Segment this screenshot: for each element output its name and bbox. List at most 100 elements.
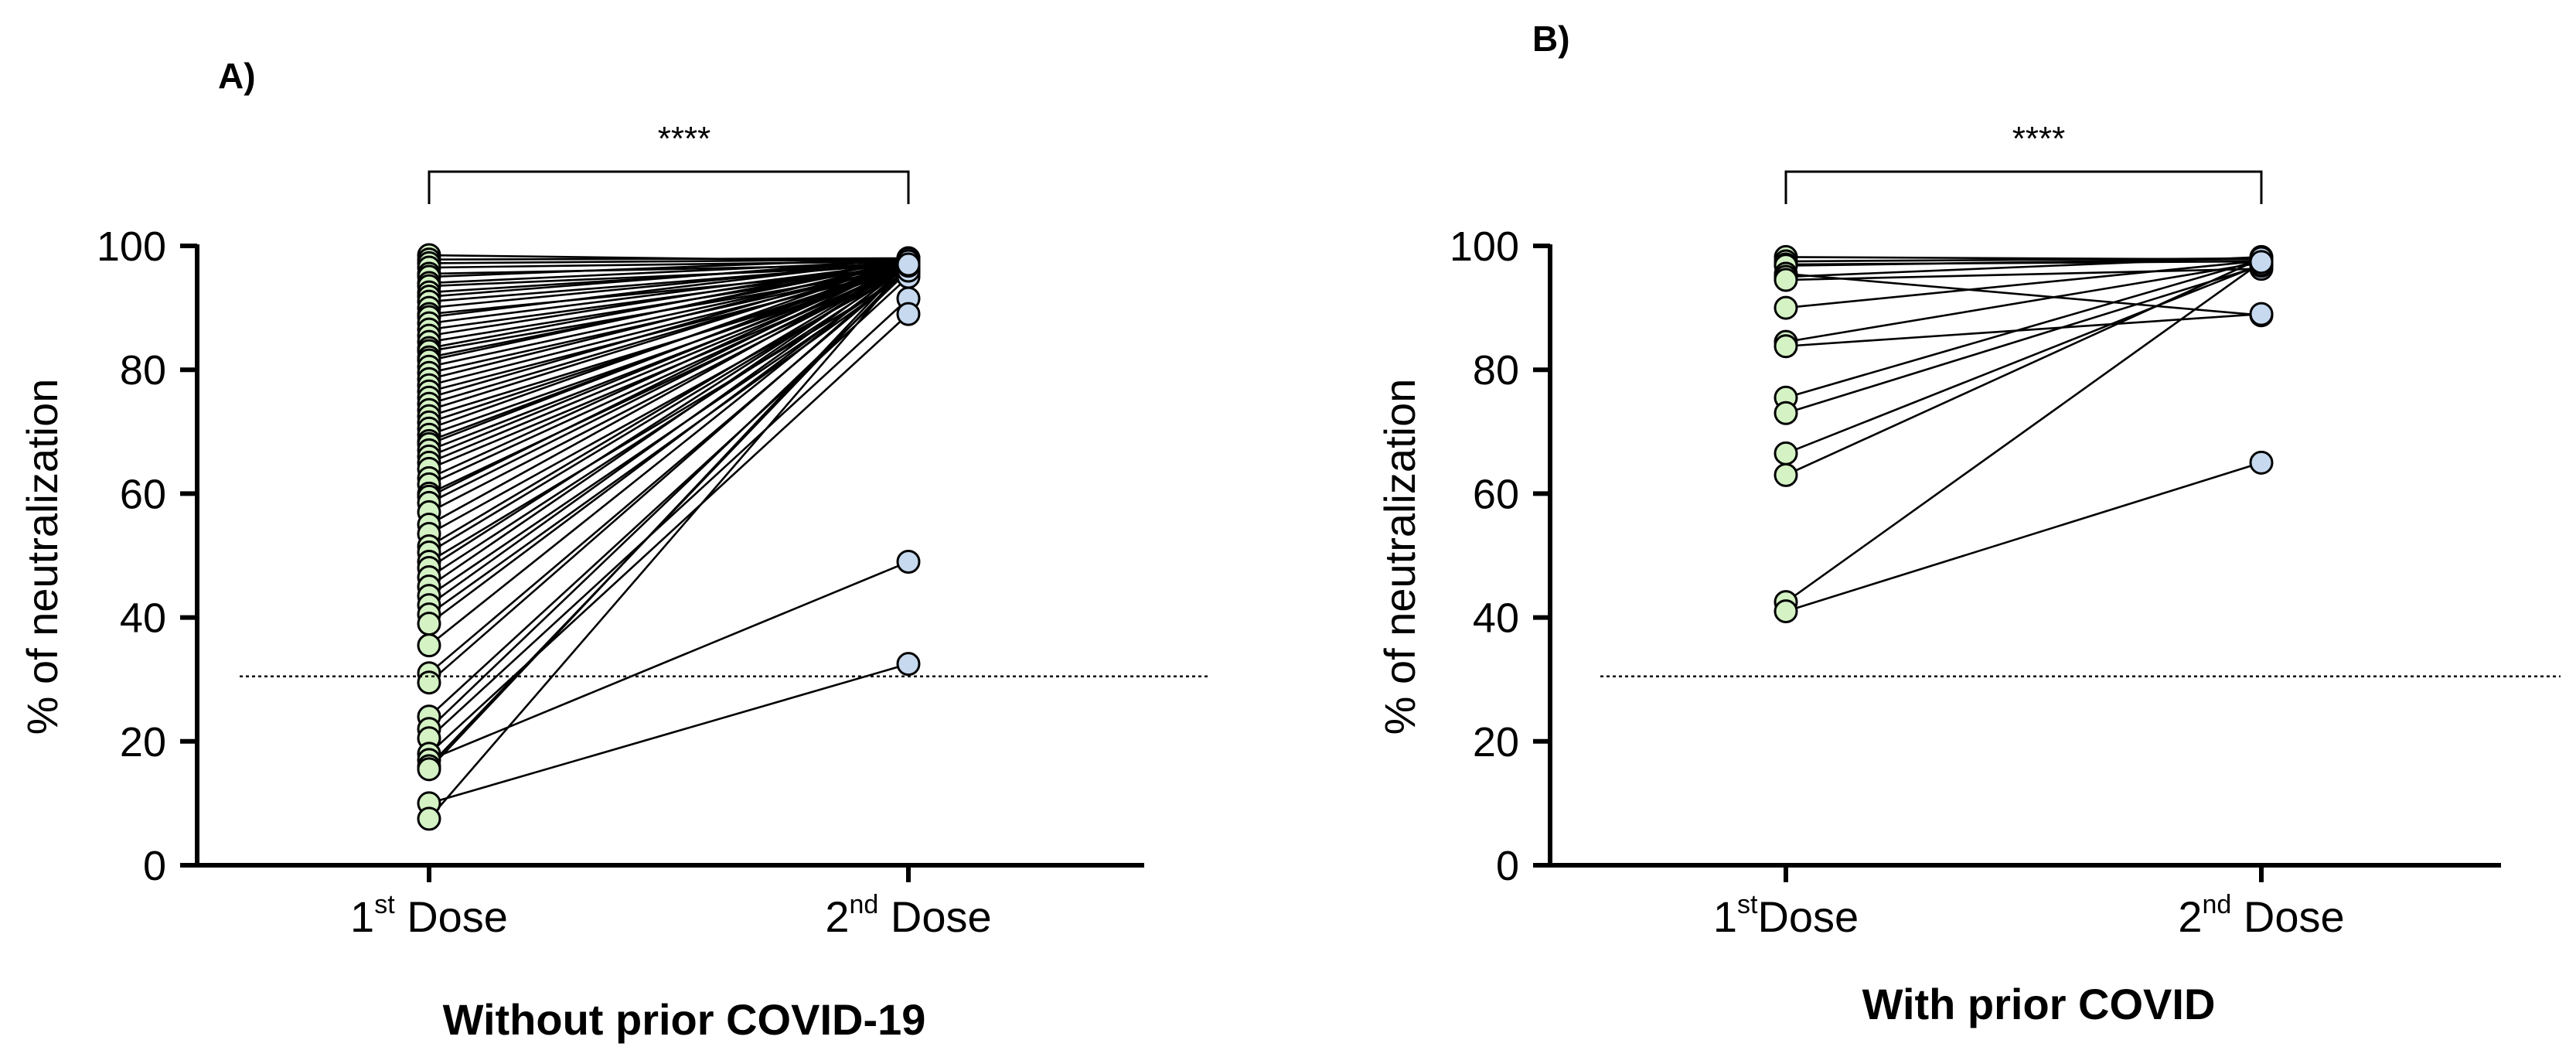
panel-a-x-category-2: 2nd Dose bbox=[825, 890, 991, 941]
panel-a-point-dose1-61 bbox=[417, 670, 441, 695]
panel-b-y-ticks: 0 20 40 60 80 100 bbox=[1450, 223, 1550, 889]
panel-a-letter: A) bbox=[218, 56, 256, 96]
panel-a-point-dose2-70 bbox=[896, 252, 921, 277]
panel-a-point-dose1-70 bbox=[417, 806, 441, 831]
panel-a-point-dose2-69 bbox=[896, 652, 921, 677]
panel-b-pair-line-8 bbox=[1785, 259, 2262, 309]
panel-a-x-category-2-rest: Dose bbox=[878, 892, 991, 941]
panel-a-y-tick-label-0: 0 bbox=[143, 843, 166, 889]
panel-a-pair-line-61 bbox=[428, 264, 909, 684]
panel-a-pair-line-42 bbox=[428, 263, 909, 486]
panel-a-point-dose1-59 bbox=[417, 633, 441, 658]
panel-a-x-category-1-base: 1 bbox=[350, 892, 374, 941]
panel-b-point-dose2-10 bbox=[2249, 302, 2274, 326]
panel-b: B) **** 0 20 40 60 80 100 % of neutralization… bbox=[1375, 19, 2561, 1028]
panel-b-pair-line-12 bbox=[1785, 264, 2262, 414]
panel-b-pair-line-11 bbox=[1785, 258, 2262, 399]
panel-b-y-tick-label-60: 60 bbox=[1473, 471, 1519, 517]
panel-b-significance-label: **** bbox=[2012, 120, 2066, 158]
panel-b-x-category-1: 1stDose bbox=[1713, 890, 1859, 941]
panel-b-pair-line-5 bbox=[1785, 272, 2262, 317]
panel-b-point-dose2-16 bbox=[2249, 450, 2274, 475]
panel-a-pair-lines bbox=[428, 254, 909, 820]
panel-a-y-tick-label-40: 40 bbox=[120, 595, 166, 642]
panel-b-x-category-2-sup: nd bbox=[2203, 890, 2232, 919]
panel-b-letter: B) bbox=[1532, 19, 1570, 59]
panel-a-pair-line-4 bbox=[428, 260, 909, 269]
panel-a-pair-line-28 bbox=[428, 258, 909, 399]
panel-b-pair-line-9 bbox=[1785, 261, 2262, 343]
panel-a-pair-line-65 bbox=[428, 313, 909, 755]
panel-a-pair-line-54 bbox=[428, 257, 909, 588]
panel-a-y-tick-label-100: 100 bbox=[97, 223, 166, 270]
panel-a-pair-line-10 bbox=[428, 257, 909, 298]
panel-b-y-tick-label-100: 100 bbox=[1450, 223, 1519, 270]
panel-a-pair-line-41 bbox=[428, 259, 909, 479]
panel-b-group-label: With prior COVID bbox=[1862, 980, 2216, 1028]
panel-a-y-tick-label-60: 60 bbox=[120, 471, 166, 517]
panel-b-point-dose1-13 bbox=[1774, 441, 1798, 465]
panel-a-pair-line-44 bbox=[428, 258, 909, 498]
panel-a: A) **** 0 20 40 60 80 100 % of neutralization… bbox=[18, 56, 1210, 1044]
panel-b-point-dose1-16 bbox=[1774, 599, 1798, 624]
panel-b-pair-lines bbox=[1785, 256, 2262, 612]
panel-a-y-tick-label-80: 80 bbox=[120, 347, 166, 394]
panel-b-pair-line-16 bbox=[1785, 462, 2262, 612]
panel-a-x-category-1-rest: Dose bbox=[395, 892, 508, 941]
panel-a-significance-bracket bbox=[428, 170, 910, 204]
panel-b-point-dose1-7 bbox=[1774, 268, 1798, 292]
panel-a-pair-line-36 bbox=[428, 258, 909, 445]
panel-b-y-axis-label: % of neutralization bbox=[1375, 379, 1424, 735]
panel-a-point-dose2-66 bbox=[896, 550, 921, 575]
panel-a-x-category-2-sup: nd bbox=[850, 890, 879, 919]
panel-b-pair-line-14 bbox=[1785, 257, 2262, 476]
panel-a-pair-line-70 bbox=[428, 264, 909, 820]
panel-b-point-dose1-10 bbox=[1774, 334, 1798, 359]
panel-b-x-category-1-rest: Dose bbox=[1757, 892, 1859, 941]
panel-a-pair-line-2 bbox=[428, 257, 909, 261]
panel-b-pair-line-2 bbox=[1785, 257, 2262, 263]
panel-b-significance-bracket bbox=[1784, 170, 2263, 204]
panel-a-y-ticks: 0 20 40 60 80 100 bbox=[97, 223, 197, 889]
panel-a-pair-line-47 bbox=[428, 260, 909, 526]
panel-a-y-tick-label-20: 20 bbox=[120, 719, 166, 765]
panel-a-pair-line-58 bbox=[428, 264, 909, 625]
panel-a-pair-line-22 bbox=[428, 257, 909, 362]
panel-b-points bbox=[1774, 244, 2274, 624]
panel-b-y-tick-label-20: 20 bbox=[1473, 719, 1519, 765]
panel-a-pair-line-49 bbox=[428, 261, 909, 547]
panel-a-significance-label: **** bbox=[658, 120, 711, 158]
panel-a-pair-line-14 bbox=[428, 258, 909, 319]
panel-a-pair-line-68 bbox=[428, 261, 909, 770]
panel-b-y-tick-label-80: 80 bbox=[1473, 347, 1519, 394]
panel-b-axes bbox=[1548, 244, 2501, 882]
panel-a-pair-line-51 bbox=[428, 272, 909, 563]
panel-a-pair-line-3 bbox=[428, 258, 909, 264]
panel-b-point-dose1-14 bbox=[1774, 462, 1798, 487]
panel-a-point-dose1-68 bbox=[417, 757, 441, 782]
panel-a-pair-line-59 bbox=[428, 262, 909, 646]
panel-b-x-category-2-rest: Dose bbox=[2231, 892, 2344, 941]
panel-b-pair-line-13 bbox=[1785, 263, 2262, 455]
panel-a-pair-line-25 bbox=[428, 259, 909, 380]
panel-a-points bbox=[417, 243, 921, 831]
panel-a-group-label: Without prior COVID-19 bbox=[443, 995, 926, 1044]
panel-b-x-category-2-base: 2 bbox=[2178, 892, 2202, 941]
panel-a-pair-line-19 bbox=[428, 258, 909, 349]
panel-a-pair-line-17 bbox=[428, 259, 909, 337]
panel-a-pair-line-56 bbox=[428, 261, 909, 606]
panel-a-pair-line-6 bbox=[428, 257, 909, 278]
panel-a-axes bbox=[195, 244, 1144, 882]
panel-a-point-dose2-65 bbox=[896, 302, 921, 326]
panel-b-point-dose1-8 bbox=[1774, 295, 1798, 320]
panel-b-pair-line-15 bbox=[1785, 261, 2262, 603]
panel-a-pair-line-30 bbox=[428, 259, 909, 411]
panel-a-x-category-1-sup: st bbox=[374, 890, 395, 919]
panel-b-pair-line-6 bbox=[1785, 256, 2262, 278]
panel-a-pair-line-38 bbox=[428, 260, 909, 458]
panel-b-x-category-1-sup: st bbox=[1737, 890, 1758, 919]
panel-b-y-tick-label-40: 40 bbox=[1473, 595, 1519, 642]
panel-a-pair-line-46 bbox=[428, 264, 909, 513]
panel-a-pair-line-33 bbox=[428, 257, 909, 430]
panel-a-point-dose1-58 bbox=[417, 612, 441, 636]
